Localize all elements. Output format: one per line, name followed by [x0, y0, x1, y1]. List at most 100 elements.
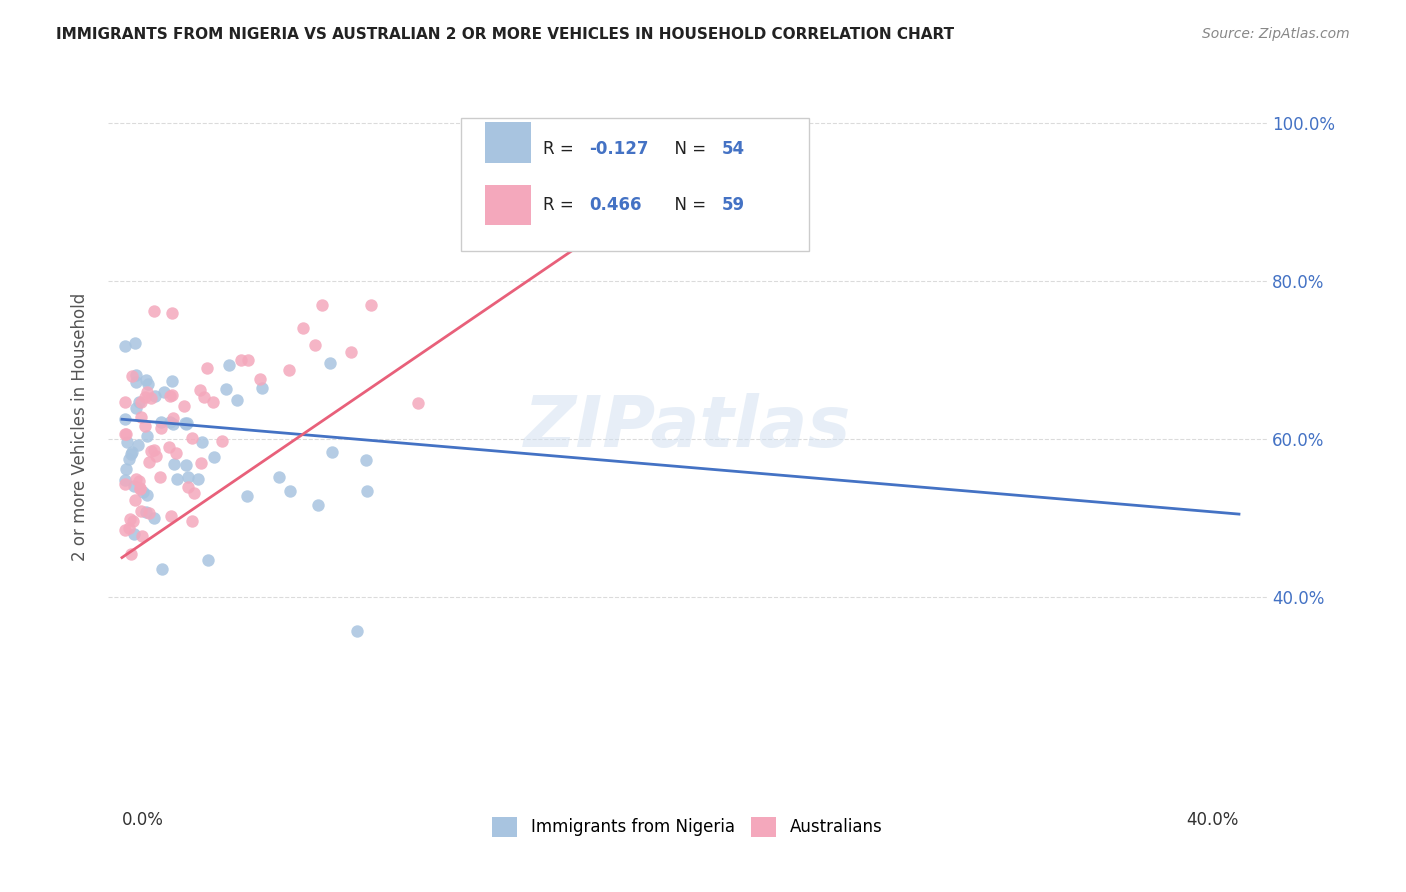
Point	[122, 479, 145, 493]
Point	[163, 458, 186, 472]
Point	[136, 488, 159, 502]
Text: IMMIGRANTS FROM NIGERIA VS AUSTRALIAN 2 OR MORE VEHICLES IN HOUSEHOLD CORRELATIO: IMMIGRANTS FROM NIGERIA VS AUSTRALIAN 2 …	[56, 27, 955, 42]
Point	[174, 417, 197, 432]
Point	[124, 336, 146, 351]
Text: N =: N =	[664, 140, 711, 159]
Text: R =: R =	[543, 140, 579, 159]
Point	[195, 361, 218, 376]
Point	[145, 449, 167, 463]
Point	[160, 388, 183, 402]
Point	[202, 450, 225, 464]
Point	[142, 442, 165, 457]
Point	[124, 493, 146, 508]
Point	[122, 526, 145, 541]
Point	[311, 298, 333, 312]
Point	[193, 391, 215, 405]
Point	[159, 389, 181, 403]
Point	[159, 415, 181, 429]
Point	[249, 372, 271, 386]
Text: -0.127: -0.127	[589, 140, 648, 159]
Point	[354, 453, 377, 467]
Text: 40.0%: 40.0%	[1187, 811, 1239, 829]
Point	[129, 482, 152, 496]
Point	[128, 395, 150, 409]
Point	[176, 417, 198, 431]
Point	[114, 427, 136, 442]
Text: 0.466: 0.466	[589, 195, 641, 213]
Point	[215, 383, 238, 397]
Point	[121, 445, 143, 459]
Point	[122, 514, 145, 528]
Point	[277, 363, 299, 377]
Text: 0.0%: 0.0%	[122, 811, 165, 829]
Point	[120, 547, 142, 561]
FancyBboxPatch shape	[461, 119, 808, 251]
Y-axis label: 2 or more Vehicles in Household: 2 or more Vehicles in Household	[72, 293, 89, 561]
Point	[152, 562, 174, 576]
Point	[160, 305, 183, 319]
Point	[118, 451, 141, 466]
Point	[252, 381, 274, 395]
Point	[114, 427, 136, 442]
Point	[180, 431, 202, 445]
Point	[356, 483, 378, 498]
Point	[318, 356, 340, 370]
Point	[115, 434, 138, 449]
Point	[340, 345, 363, 359]
Point	[177, 469, 200, 483]
Point	[181, 514, 204, 528]
Point	[291, 321, 314, 335]
Bar	[485, 122, 531, 162]
Point	[114, 394, 136, 409]
Point	[191, 435, 214, 450]
Point	[125, 368, 148, 383]
Point	[236, 353, 259, 368]
Text: ZIPatlas: ZIPatlas	[524, 392, 851, 462]
Point	[114, 412, 136, 426]
Text: R =: R =	[543, 195, 579, 213]
Point	[132, 485, 155, 500]
Point	[269, 470, 291, 484]
Point	[114, 477, 136, 491]
Point	[136, 385, 159, 400]
Point	[143, 304, 166, 318]
Point	[153, 385, 176, 400]
Point	[346, 624, 368, 638]
Point	[218, 358, 240, 372]
Point	[114, 473, 136, 487]
Point	[115, 461, 138, 475]
Point	[166, 472, 188, 486]
Point	[226, 392, 249, 407]
Point	[136, 377, 159, 392]
Point	[129, 504, 152, 518]
Point	[120, 447, 142, 461]
Point	[235, 489, 257, 503]
Point	[406, 396, 429, 410]
Point	[129, 395, 152, 409]
Point	[173, 416, 195, 430]
Point	[142, 511, 165, 525]
Point	[304, 338, 326, 352]
Point	[176, 480, 198, 494]
Point	[150, 416, 173, 430]
Point	[278, 483, 301, 498]
Point	[187, 472, 209, 486]
Point	[229, 353, 252, 368]
Text: N =: N =	[664, 195, 711, 213]
Text: Source: ZipAtlas.com: Source: ZipAtlas.com	[1202, 27, 1350, 41]
Point	[188, 383, 211, 397]
Legend: Immigrants from Nigeria, Australians: Immigrants from Nigeria, Australians	[484, 808, 891, 846]
Point	[121, 368, 143, 383]
Point	[360, 298, 382, 312]
Point	[114, 339, 136, 353]
Point	[120, 512, 142, 526]
Point	[131, 528, 153, 542]
Point	[135, 505, 157, 519]
Point	[211, 434, 233, 448]
Point	[129, 409, 152, 424]
Point	[139, 391, 162, 405]
Point	[128, 474, 150, 488]
Point	[157, 440, 180, 454]
Point	[162, 417, 184, 431]
Point	[162, 411, 184, 425]
